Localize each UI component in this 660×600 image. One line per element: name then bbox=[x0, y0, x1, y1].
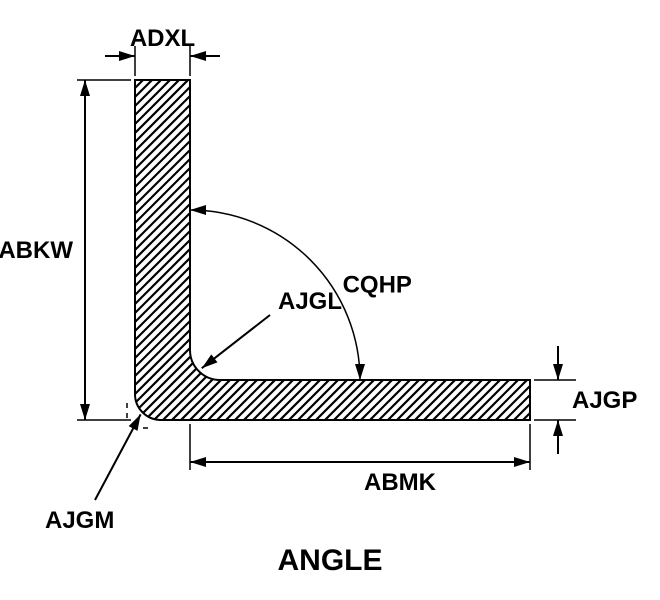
diagram-title: ANGLE bbox=[278, 544, 383, 577]
label-abkw: ABKW bbox=[0, 237, 73, 264]
label-abmk: ABMK bbox=[364, 469, 437, 496]
label-ajgm: AJGM bbox=[45, 507, 114, 534]
angle-diagram-svg: ADXL ABKW CQHP AJGL AJGP ABMK AJGM ANGLE bbox=[0, 0, 660, 600]
label-cqhp: CQHP bbox=[343, 272, 412, 299]
angle-profile-outline bbox=[135, 80, 530, 420]
label-adxl: ADXL bbox=[130, 25, 195, 52]
label-ajgl: AJGL bbox=[278, 288, 342, 315]
dimensions-group bbox=[77, 46, 576, 500]
label-ajgp: AJGP bbox=[572, 387, 637, 414]
cross-hatch bbox=[0, 70, 660, 430]
